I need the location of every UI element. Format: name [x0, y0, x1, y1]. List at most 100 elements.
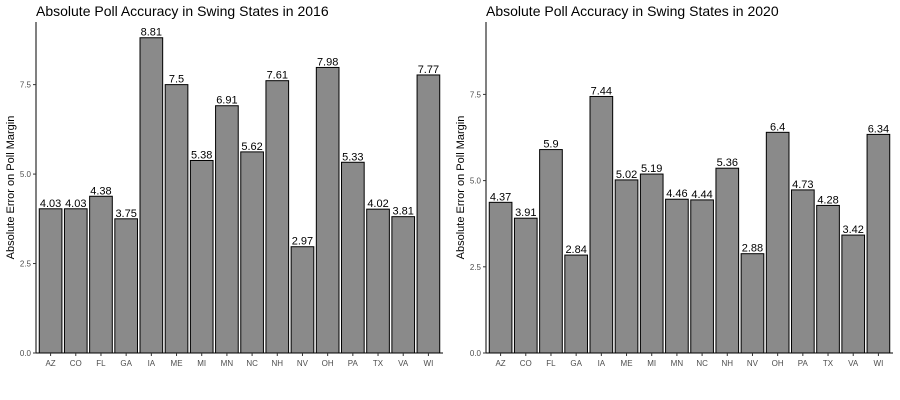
bar-value-label: 7.5 — [169, 74, 184, 86]
x-tick-label: NC — [246, 359, 258, 368]
bar-value-label: 6.91 — [216, 95, 237, 107]
x-tick-label: NC — [696, 359, 708, 368]
x-tick-label: VA — [398, 359, 409, 368]
x-tick-label: TX — [823, 359, 834, 368]
x-tick-label: GA — [570, 359, 582, 368]
y-tick-label: 0.0 — [470, 349, 482, 358]
bar-value-label: 6.34 — [868, 123, 889, 135]
bar-value-label: 4.03 — [65, 198, 86, 210]
bar-value-label: 8.81 — [141, 27, 162, 39]
bar-value-label: 4.46 — [666, 188, 687, 200]
bar-value-label: 3.91 — [515, 207, 536, 219]
bar-nc — [240, 151, 264, 354]
bar-az — [488, 201, 513, 354]
bar-pa — [791, 189, 815, 354]
bar-ga — [114, 218, 138, 354]
bar-value-label: 5.38 — [191, 149, 212, 161]
x-tick-label: WI — [424, 359, 434, 368]
bar-wi — [866, 133, 891, 354]
x-tick-label: NV — [297, 359, 309, 368]
bar-value-label: 2.84 — [565, 244, 586, 256]
bar-az — [38, 208, 63, 354]
y-tick-label: 7.5 — [470, 90, 482, 99]
y-tick-label: 2.5 — [470, 263, 482, 272]
y-axis-title: Absolute Error on Poll Margin — [5, 116, 17, 260]
bar-value-label: 3.75 — [115, 208, 136, 220]
bar-value-label: 5.02 — [616, 169, 637, 181]
bar-va — [391, 216, 416, 354]
x-tick-label: CO — [70, 359, 82, 368]
bar-value-label: 5.33 — [342, 151, 363, 163]
x-tick-label: OH — [772, 359, 784, 368]
x-tick-label: FL — [546, 359, 556, 368]
x-tick-label: AZ — [45, 359, 55, 368]
bar-value-label: 7.44 — [591, 85, 612, 97]
bar-tx — [816, 204, 840, 354]
x-tick-label: PA — [348, 359, 359, 368]
bar-mi — [639, 173, 664, 354]
bar-value-label: 5.36 — [717, 157, 738, 169]
bar-nh — [265, 80, 290, 354]
bar-value-label: 6.4 — [770, 121, 785, 133]
bar-mi — [189, 159, 214, 354]
x-tick-label: MI — [647, 359, 656, 368]
bar-value-label: 4.03 — [40, 198, 61, 210]
x-tick-label: NH — [722, 359, 734, 368]
y-axis-title: Absolute Error on Poll Margin — [455, 116, 467, 260]
bar-value-label: 5.62 — [241, 141, 262, 153]
bar-ia — [589, 95, 614, 354]
x-tick-label: MI — [197, 359, 206, 368]
bar-va — [841, 234, 866, 354]
bar-mn — [215, 105, 239, 354]
bar-value-label: 5.9 — [543, 139, 558, 151]
chart-title: Absolute Poll Accuracy in Swing States i… — [36, 3, 329, 19]
y-tick-label: 0.0 — [20, 349, 32, 358]
x-tick-label: MN — [221, 359, 234, 368]
x-tick-label: ME — [621, 359, 633, 368]
x-tick-label: IA — [148, 359, 156, 368]
bar-value-label: 4.44 — [691, 189, 712, 201]
x-tick-label: NV — [747, 359, 759, 368]
bar-oh — [315, 66, 340, 354]
bar-co — [63, 208, 88, 354]
bar-mn — [665, 198, 689, 354]
bar-fl — [89, 195, 113, 354]
bar-tx — [366, 208, 390, 354]
bar-value-label: 4.02 — [367, 198, 388, 210]
x-tick-label: IA — [598, 359, 606, 368]
bar-value-label: 4.73 — [792, 179, 813, 191]
chart-2016: Absolute Poll Accuracy in Swing States i… — [5, 3, 443, 368]
bar-wi — [416, 74, 441, 354]
bar-nh — [715, 167, 740, 354]
x-tick-label: FL — [96, 359, 106, 368]
bar-ia — [139, 37, 164, 354]
x-tick-label: OH — [322, 359, 334, 368]
bar-value-label: 2.88 — [742, 243, 763, 255]
bar-value-label: 4.28 — [817, 194, 838, 206]
bar-me — [164, 84, 189, 354]
bar-oh — [765, 131, 790, 354]
bar-value-label: 2.97 — [292, 236, 313, 248]
x-tick-label: PA — [798, 359, 809, 368]
bar-nc — [690, 199, 714, 354]
bar-nv — [290, 246, 315, 354]
bar-pa — [341, 161, 365, 354]
chart-title: Absolute Poll Accuracy in Swing States i… — [486, 3, 779, 19]
chart-2020: Absolute Poll Accuracy in Swing States i… — [455, 3, 893, 368]
x-tick-label: NH — [272, 359, 284, 368]
x-tick-label: TX — [373, 359, 384, 368]
bar-value-label: 7.61 — [267, 70, 288, 82]
bar-co — [513, 217, 538, 354]
bar-value-label: 4.38 — [90, 185, 111, 197]
bar-value-label: 5.19 — [641, 163, 662, 175]
y-tick-label: 7.5 — [20, 81, 32, 90]
bar-value-label: 4.37 — [490, 191, 511, 203]
bar-value-label: 7.77 — [418, 64, 439, 76]
bar-value-label: 7.98 — [317, 56, 338, 68]
bar-value-label: 3.81 — [393, 206, 414, 218]
bar-me — [614, 179, 639, 354]
x-tick-label: ME — [171, 359, 183, 368]
x-tick-label: VA — [848, 359, 859, 368]
x-tick-label: CO — [520, 359, 532, 368]
